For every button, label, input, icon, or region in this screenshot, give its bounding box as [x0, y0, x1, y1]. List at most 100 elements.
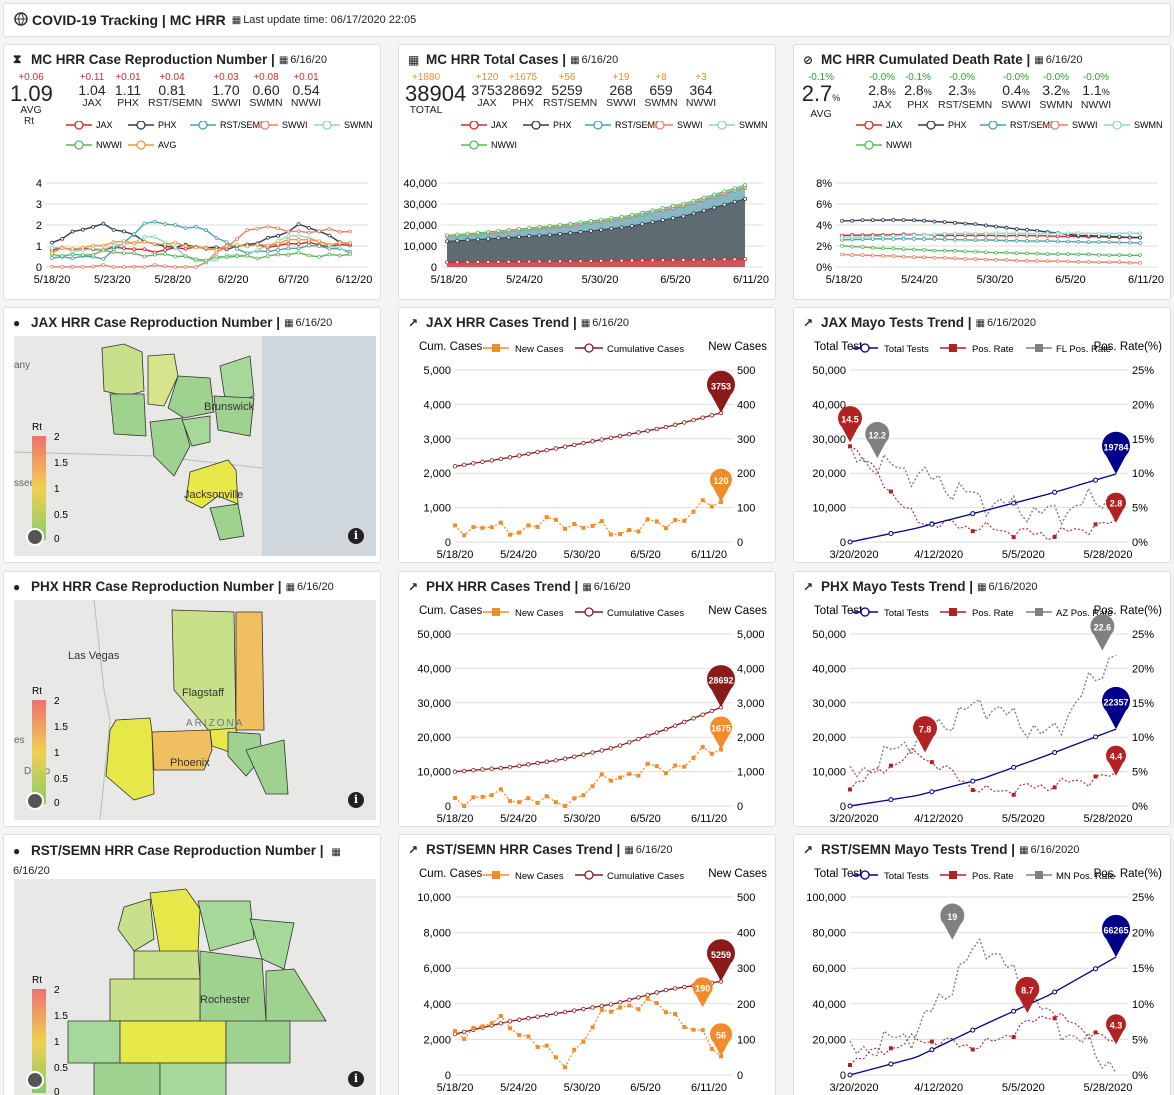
y-tick-label: 2% — [816, 241, 832, 253]
data-point — [578, 230, 583, 235]
data-point — [70, 252, 75, 257]
data-point — [306, 230, 311, 235]
area-rst-semn — [447, 187, 745, 242]
stat-value: 0.60 — [252, 82, 280, 98]
pos-rate-point — [1093, 1030, 1098, 1035]
cumulative-point — [663, 424, 669, 430]
rst-tests-chart[interactable]: Total Tests Pos. Rate(%) Total Tests Pos. R… — [794, 861, 1171, 1095]
jax-map[interactable]: Brunswick Jacksonville any ssee Rt 2 1.5… — [14, 336, 376, 556]
region-shape[interactable] — [185, 459, 239, 509]
pin-marker[interactable]: 2.8 — [1106, 492, 1126, 523]
new-cases-point — [498, 520, 503, 525]
pin-marker[interactable]: 3753 — [707, 370, 735, 413]
total-cases-chart[interactable]: JAX PHX RST/SEMN SWWI SWMN NWWI 0 10,000 20,000 3… — [399, 121, 776, 300]
region-shape[interactable] — [119, 1020, 227, 1064]
mapbox-logo[interactable] — [26, 528, 44, 546]
pin-marker[interactable]: 1675 — [710, 716, 732, 750]
card-title-text: JAX Mayo Tests Trend | — [821, 315, 972, 330]
pin-marker[interactable]: 190 — [692, 977, 713, 1008]
region-shape[interactable] — [109, 393, 147, 437]
region-shape[interactable] — [105, 717, 155, 801]
region-shape[interactable] — [265, 968, 327, 1022]
data-point — [1076, 239, 1081, 244]
phx-trend-chart[interactable]: Cum. Cases New Cases New Cases Cumulative C… — [399, 598, 776, 826]
region-shape[interactable] — [171, 609, 237, 733]
x-tick-label: 5/5/2020 — [1002, 1082, 1045, 1094]
region-shape[interactable] — [167, 375, 215, 419]
pin-marker[interactable]: 22357 — [1102, 686, 1130, 730]
rt-chart[interactable]: JAX PHX RST/SEMN SWWI SWMN NWWI AVG 0 1 2 3 4 5/18/2… — [4, 121, 381, 300]
region-shape[interactable] — [147, 353, 179, 407]
pin-marker[interactable]: 56 — [710, 1023, 732, 1057]
pin-marker[interactable]: 28692 — [707, 665, 735, 708]
data-point — [994, 257, 999, 262]
region-shape[interactable] — [181, 415, 211, 447]
pin-marker[interactable]: 14.5 — [838, 406, 862, 443]
new-cases-point — [553, 800, 558, 805]
x-tick-label: 5/30/20 — [977, 274, 1014, 286]
region-shape[interactable] — [249, 918, 295, 970]
region-shape[interactable] — [245, 739, 289, 795]
region-shape[interactable] — [149, 417, 191, 477]
region-shape[interactable] — [159, 1062, 227, 1095]
region-shape[interactable] — [197, 900, 255, 952]
region-shape[interactable] — [149, 888, 201, 954]
mapbox-logo[interactable] — [26, 792, 44, 810]
region-shape[interactable] — [109, 978, 201, 1022]
region-shape[interactable] — [117, 898, 155, 952]
ocean — [262, 336, 376, 556]
pin-marker[interactable]: 66265 — [1102, 914, 1130, 958]
rst-trend-chart[interactable]: Cum. Cases New Cases New Cases Cumulative C… — [399, 861, 776, 1095]
info-icon[interactable]: i — [348, 792, 364, 808]
data-point — [193, 245, 198, 250]
data-point — [465, 238, 470, 243]
pin-marker[interactable]: 22.6 — [1090, 614, 1115, 651]
pin-marker[interactable]: 5259 — [707, 939, 735, 982]
y-tick-label: 40,000 — [812, 399, 846, 411]
x-tick-label: 5/18/20 — [431, 274, 468, 286]
data-point — [650, 220, 655, 225]
pin-marker[interactable]: 8.7 — [1015, 976, 1040, 1014]
series-line — [841, 253, 1141, 264]
pin-marker[interactable]: 4.4 — [1106, 745, 1126, 776]
data-point — [132, 247, 137, 252]
cumulative-point — [452, 464, 458, 469]
card-title-text: PHX Mayo Tests Trend | — [821, 579, 974, 594]
death-rate-chart[interactable]: JAX PHX RST/SEMN SWWI SWMN NWWI 0% 2% 4% 6% 8% 5/18… — [794, 121, 1171, 300]
pin-marker[interactable]: 12.2 — [865, 421, 890, 459]
phx-tests-chart[interactable]: Total Tests Pos. Rate(%) Total Tests Pos. R… — [794, 598, 1171, 826]
data-point — [80, 253, 85, 257]
pin-marker[interactable]: 120 — [710, 468, 732, 502]
region-shape[interactable] — [199, 950, 267, 1024]
region-shape[interactable] — [93, 1062, 161, 1095]
region-shape[interactable] — [151, 729, 213, 771]
data-point — [265, 235, 270, 240]
data-point — [953, 237, 957, 242]
y-tick-label: 60,000 — [812, 963, 846, 975]
region-shape[interactable] — [209, 503, 245, 541]
data-point — [578, 259, 583, 264]
mapbox-logo[interactable] — [26, 1071, 44, 1089]
pin-marker[interactable]: 4.3 — [1106, 1014, 1126, 1045]
jax-tests-chart[interactable]: Total Tests Pos. Rate(%) Total Tests Pos. R… — [794, 334, 1171, 562]
data-point — [50, 250, 54, 255]
phx-map[interactable]: Las Vegas Flagstaff ARIZONA Phoenix Dieg… — [14, 600, 376, 820]
info-icon[interactable]: i — [348, 528, 364, 544]
pin-marker[interactable]: 19784 — [1102, 431, 1130, 474]
jax-trend-chart[interactable]: Cum. Cases New Cases New Cases Cumulative C… — [399, 334, 776, 562]
info-icon[interactable]: i — [348, 1071, 364, 1087]
region-shape[interactable] — [225, 1020, 291, 1064]
rst-map[interactable]: Rochester Rt 2 1.5 1 0.5 0 i — [14, 879, 376, 1095]
data-point — [1138, 241, 1142, 245]
region-shape[interactable] — [133, 950, 201, 980]
region-shape[interactable] — [101, 343, 145, 397]
region-shape[interactable] — [213, 395, 255, 437]
region-shape[interactable] — [67, 1020, 121, 1064]
pin-marker[interactable]: 19 — [940, 903, 965, 940]
region-shape[interactable] — [235, 611, 265, 731]
stat-delta: +0.11 — [79, 72, 105, 83]
data-point — [276, 226, 280, 231]
region-shape[interactable] — [219, 355, 255, 407]
series-line — [841, 245, 1141, 256]
pin-marker[interactable]: 7.8 — [913, 716, 938, 753]
